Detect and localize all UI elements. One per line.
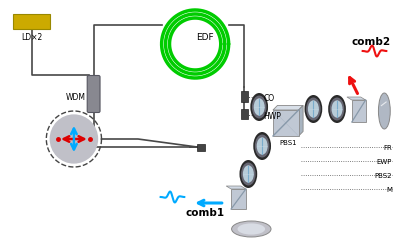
Ellipse shape [306,98,321,121]
Polygon shape [347,98,366,101]
Ellipse shape [308,101,319,118]
Circle shape [50,115,98,164]
Polygon shape [226,186,246,189]
Ellipse shape [240,160,257,188]
Ellipse shape [253,133,271,160]
Ellipse shape [250,94,268,121]
Text: FR: FR [384,144,392,150]
Ellipse shape [241,163,256,186]
Text: EDF: EDF [196,32,214,41]
Polygon shape [231,189,246,209]
FancyBboxPatch shape [87,76,100,113]
Ellipse shape [232,221,271,237]
Ellipse shape [243,166,254,183]
Polygon shape [352,101,366,122]
Text: PBS1: PBS1 [279,139,296,145]
Ellipse shape [257,138,268,155]
Text: EWP: EWP [377,158,392,164]
Ellipse shape [328,96,346,123]
Polygon shape [273,106,303,111]
Text: HWP: HWP [263,111,281,120]
Ellipse shape [252,96,266,119]
Polygon shape [273,111,299,137]
Ellipse shape [254,99,265,116]
FancyBboxPatch shape [241,109,248,120]
Text: PBS2: PBS2 [375,172,392,178]
Text: M: M [386,186,392,192]
Ellipse shape [332,101,342,118]
Ellipse shape [378,94,390,130]
FancyBboxPatch shape [13,14,50,29]
Text: LD×2: LD×2 [21,33,42,42]
FancyBboxPatch shape [241,91,248,103]
Ellipse shape [255,135,270,158]
Polygon shape [299,106,303,137]
Ellipse shape [238,224,265,235]
Ellipse shape [304,96,322,123]
Text: WDM: WDM [66,92,86,101]
Text: CO: CO [263,93,274,102]
Text: comb2: comb2 [352,37,391,47]
Ellipse shape [330,98,344,121]
FancyBboxPatch shape [197,144,205,152]
Text: comb1: comb1 [185,207,224,217]
